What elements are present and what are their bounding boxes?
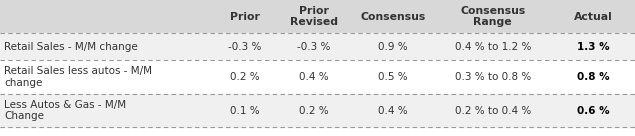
Bar	[0, 33, 635, 60]
Text: 1.3 %: 1.3 %	[577, 41, 610, 52]
Text: 0.9 %: 0.9 %	[378, 41, 408, 52]
Bar	[0, 60, 635, 94]
Text: Less Autos & Gas - M/M
Change: Less Autos & Gas - M/M Change	[4, 100, 126, 121]
Text: Retail Sales - M/M change: Retail Sales - M/M change	[4, 41, 138, 52]
Text: 0.2 % to 0.4 %: 0.2 % to 0.4 %	[455, 106, 531, 115]
Text: Consensus
Range: Consensus Range	[460, 6, 525, 27]
Text: 0.2 %: 0.2 %	[230, 72, 259, 82]
Text: 0.2 %: 0.2 %	[299, 106, 328, 115]
Text: Prior
Revised: Prior Revised	[290, 6, 338, 27]
Text: Retail Sales less autos - M/M
change: Retail Sales less autos - M/M change	[4, 66, 152, 88]
Text: Consensus: Consensus	[361, 12, 425, 21]
Text: 0.3 % to 0.8 %: 0.3 % to 0.8 %	[455, 72, 531, 82]
Text: 0.8 %: 0.8 %	[577, 72, 610, 82]
Text: 0.4 %: 0.4 %	[299, 72, 328, 82]
Bar	[0, 94, 635, 127]
Text: 0.4 % to 1.2 %: 0.4 % to 1.2 %	[455, 41, 531, 52]
Text: 0.5 %: 0.5 %	[378, 72, 408, 82]
Text: Actual: Actual	[574, 12, 613, 21]
Text: Prior: Prior	[229, 12, 260, 21]
Text: 0.6 %: 0.6 %	[577, 106, 610, 115]
Bar	[0, 0, 635, 33]
Text: 0.4 %: 0.4 %	[378, 106, 408, 115]
Text: -0.3 %: -0.3 %	[297, 41, 330, 52]
Text: -0.3 %: -0.3 %	[228, 41, 261, 52]
Text: 0.1 %: 0.1 %	[230, 106, 259, 115]
